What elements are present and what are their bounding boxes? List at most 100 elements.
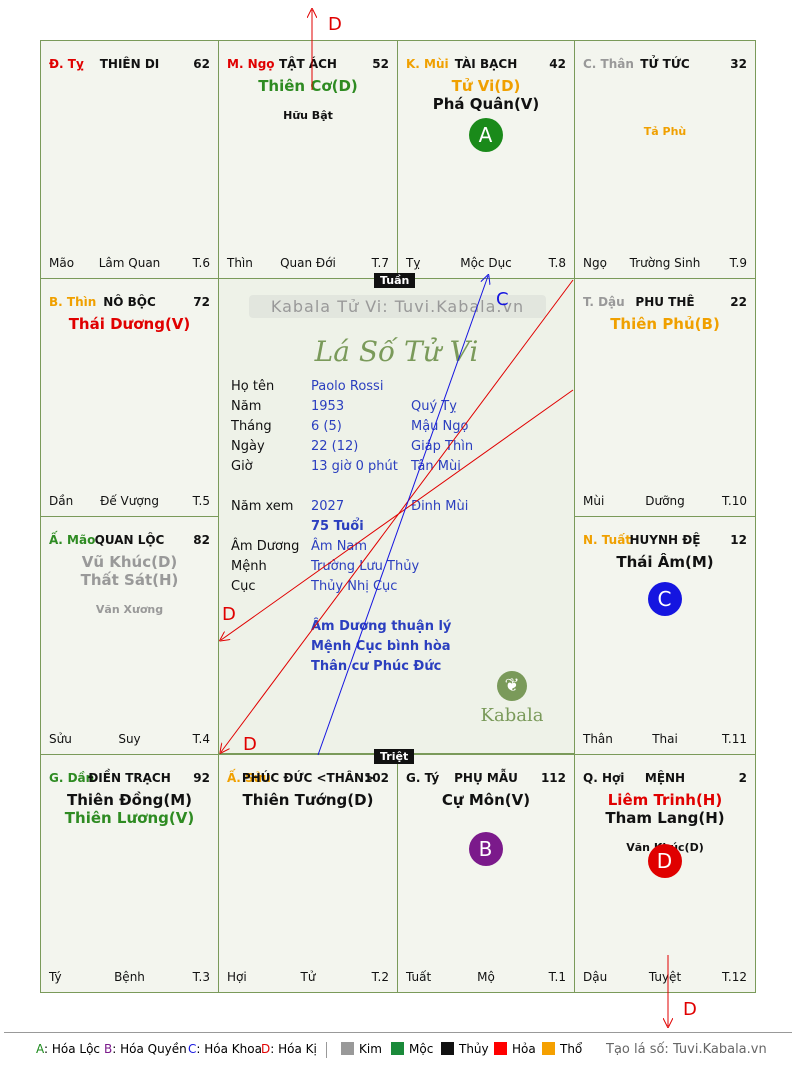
main-star: Liêm Trinh(H): [607, 791, 723, 809]
decade-label: T.2: [371, 970, 389, 984]
cell-header: Q. Hợi MỆNH 2: [583, 771, 747, 785]
palace-number: 22: [730, 295, 747, 309]
palace-number: 72: [193, 295, 210, 309]
credit-text: Tạo lá số: Tuvi.Kabala.vn: [606, 1042, 767, 1057]
info-value: Paolo Rossi: [311, 379, 384, 394]
info-label: Mệnh: [231, 559, 267, 574]
info-row: Tháng 6 (5) Mậu Ngọ: [231, 419, 571, 435]
legend-item: C: Hóa Khoa: [188, 1042, 262, 1056]
element-legend-item: Thổ: [542, 1042, 582, 1056]
palace-cell-suu: Ấ. Sửu PHÚC ĐỨC <THÂN> 102 Thiên Tướng(D) Hợ…: [218, 754, 398, 993]
palace-name: PHÚC ĐỨC <THÂN>: [241, 771, 375, 785]
legend-text: : Hóa Lộc: [44, 1042, 101, 1056]
palace-name: HUYNH ĐỆ: [629, 533, 701, 547]
main-stars: Thái Dương(V): [41, 315, 218, 333]
life-stage: Bệnh: [114, 970, 145, 984]
life-stage: Trường Sinh: [629, 256, 701, 270]
cell-footer: Tý Bệnh T.3: [49, 970, 210, 984]
analysis-note: Mệnh Cục bình hòa: [311, 639, 451, 654]
info-value-canchi: Tân Mùi: [411, 459, 461, 474]
palace-cell-than-top: C. Thân TỬ TỨC 32 Tả Phù Ngọ Trường Sinh T.9: [574, 40, 756, 279]
cell-footer: Hợi Tử T.2: [227, 970, 389, 984]
decade-label: T.3: [192, 970, 210, 984]
decade-label: T.8: [548, 256, 566, 270]
info-row: 75 Tuổi: [231, 519, 571, 535]
element-swatch: [391, 1042, 404, 1055]
legend-footer: A: Hóa Lộc B: Hóa Quyền C: Hóa Khoa D: Hóa …: [36, 1042, 776, 1060]
branch-label: Thìn: [227, 256, 253, 270]
decade-label: T.10: [722, 494, 747, 508]
palace-number: 112: [540, 771, 566, 785]
cell-header: Ấ. Mão QUAN LỘC 82: [49, 533, 210, 547]
kabala-logo: ❦ Kabala: [477, 671, 547, 726]
main-star: Thiên Tướng(D): [242, 791, 374, 809]
palace-name: QUAN LỘC: [94, 533, 165, 547]
decade-label: T.12: [722, 970, 747, 984]
palace-cell-dau: T. Dậu PHU THÊ 22 Thiên Phủ(B) Mùi Dưỡng T.10: [574, 278, 756, 517]
main-star: Tham Lang(H): [605, 809, 725, 827]
info-value: 6 (5): [311, 419, 342, 434]
palace-number: 32: [730, 57, 747, 71]
palace-cell-ty-bottom: G. Tý PHỤ MẪU 112 Cự Môn(V) Tuất Mộ T.1: [397, 754, 575, 993]
decade-label: T.11: [722, 732, 747, 746]
branch-label: Tuất: [406, 970, 432, 984]
element-name: Kim: [359, 1042, 382, 1056]
cell-footer: Mùi Dưỡng T.10: [583, 494, 747, 508]
element-swatch: [542, 1042, 555, 1055]
stem-label: T. Dậu: [583, 295, 625, 309]
main-stars: Thiên Cơ(D) Hữu Bật: [219, 77, 397, 122]
palace-name: PHU THÊ: [635, 295, 695, 309]
legend-item: B: Hóa Quyền: [104, 1042, 187, 1056]
minor-star: Văn Xương: [95, 603, 164, 616]
info-label: Giờ: [231, 459, 253, 474]
branch-label: Hợi: [227, 970, 247, 984]
legend-key: D: [261, 1042, 271, 1056]
stem-label: Đ. Tỵ: [49, 57, 84, 71]
cell-header: B. Thìn NÔ BỘC 72: [49, 295, 210, 309]
element-name: Thủy: [459, 1042, 489, 1056]
decade-label: T.4: [192, 732, 210, 746]
info-value-canchi: Đinh Mùi: [411, 499, 469, 514]
palace-number: 52: [372, 57, 389, 71]
life-stage: Lâm Quan: [98, 256, 161, 270]
main-star: Phá Quân(V): [432, 95, 540, 113]
legend-item: D: Hóa Kị: [261, 1042, 317, 1056]
element-legend-item: Kim: [341, 1042, 382, 1056]
element-legend-item: Mộc: [391, 1042, 433, 1056]
legend-key: A: [36, 1042, 44, 1056]
life-stage: Quan Đới: [280, 256, 336, 270]
branch-label: Tỵ: [406, 256, 421, 270]
decade-label: T.6: [192, 256, 210, 270]
life-stage: Đế Vượng: [100, 494, 159, 508]
element-name: Mộc: [409, 1042, 434, 1056]
minor-star: Hữu Bật: [283, 109, 333, 122]
palace-cell-ty-top: Đ. Tỵ THIÊN DI 62 Mão Lâm Quan T.6: [40, 40, 219, 279]
info-label: Năm xem: [231, 499, 294, 514]
info-label: Ngày: [231, 439, 265, 454]
element-name: Hỏa: [512, 1042, 536, 1056]
info-value: 13 giờ 0 phút: [311, 459, 398, 474]
life-stage: Mộc Dục: [460, 256, 512, 270]
hoa-marker-b: B: [468, 832, 503, 866]
main-star: Thái Âm(M): [616, 553, 714, 571]
cell-footer: Thân Thai T.11: [583, 732, 747, 746]
branch-label: Dần: [49, 494, 74, 508]
stem-label: Ấ. Sửu: [227, 771, 271, 785]
tuan-ribbon: Tuần: [374, 273, 416, 288]
decade-label: T.1: [548, 970, 566, 984]
stem-label: G. Dần: [49, 771, 95, 785]
legend-separator: [326, 1042, 327, 1058]
main-stars: Tử Vi(D) Phá Quân(V): [398, 77, 574, 113]
cell-header: G. Tý PHỤ MẪU 112: [406, 771, 566, 785]
main-star: Cự Môn(V): [441, 791, 531, 809]
info-row: Âm Dương Âm Nam: [231, 539, 571, 555]
branch-label: Thân: [583, 732, 613, 746]
legend-key: C: [188, 1042, 197, 1056]
info-label: Họ tên: [231, 379, 275, 394]
palace-name: TẬT ÁCH: [279, 57, 337, 71]
element-swatch: [341, 1042, 354, 1055]
info-label: Tháng: [231, 419, 272, 434]
life-stage: Tuyệt: [648, 970, 682, 984]
info-value: 22 (12): [311, 439, 359, 454]
info-value: 1953: [311, 399, 345, 414]
